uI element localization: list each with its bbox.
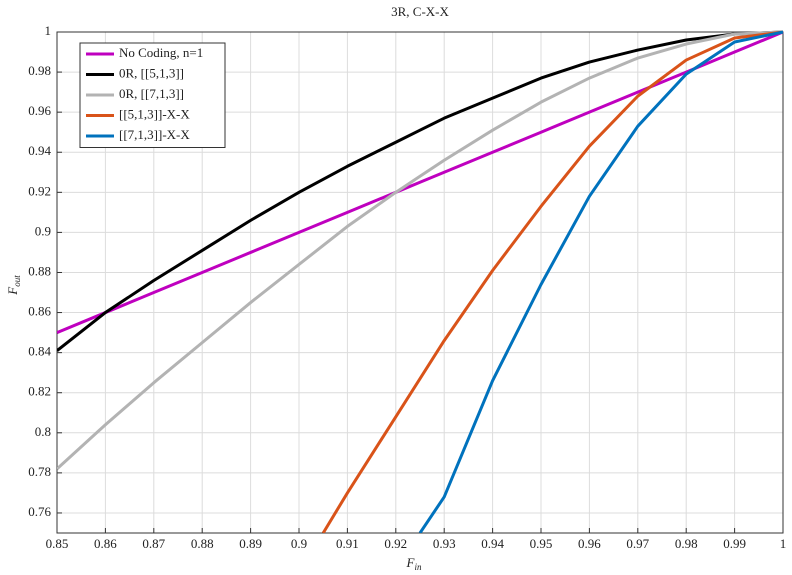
series-line: [321, 30, 784, 533]
y-tick-label: 0.76: [28, 504, 51, 519]
series-line: [57, 30, 784, 352]
x-axis-label-sub: in: [414, 562, 422, 572]
x-tick-label: 0.99: [723, 536, 746, 551]
y-tick-label: 0.84: [28, 344, 51, 359]
x-tick-label: 0.86: [94, 536, 117, 551]
y-tick-label: 0.78: [28, 464, 51, 479]
x-tick-label: 0.93: [433, 536, 456, 551]
x-tick-label: 0.88: [191, 536, 214, 551]
y-axis-label-main: F: [5, 286, 20, 296]
series-line: [57, 30, 784, 470]
x-tick-label: 0.95: [530, 536, 553, 551]
x-tick-label: 0.9: [291, 536, 307, 551]
x-tick-label: 0.85: [46, 536, 69, 551]
x-tick-label: 0.96: [578, 536, 601, 551]
y-axis-label: Fout: [5, 275, 22, 296]
x-tick-label: 0.87: [142, 536, 165, 551]
legend-label: No Coding, n=1: [119, 45, 203, 60]
chart-title: 3R, C-X-X: [391, 4, 449, 19]
y-axis-label-sub: out: [12, 275, 22, 287]
legend-label: 0R, [[7,1,3]]: [119, 86, 184, 101]
legend-label: [[5,1,3]]-X-X: [119, 106, 190, 121]
y-tick-label: 0.94: [28, 143, 51, 158]
y-tick-label: 0.9: [35, 223, 51, 238]
series-line: [418, 30, 784, 533]
y-tick-label: 0.98: [28, 63, 51, 78]
y-tick-label: 0.86: [28, 304, 51, 319]
y-tick-label: 0.92: [28, 183, 51, 198]
y-tick-label: 0.82: [28, 384, 51, 399]
y-tick-label: 0.96: [28, 103, 51, 118]
y-tick-label: 0.8: [35, 424, 51, 439]
y-tick-label: 1: [45, 23, 52, 38]
x-tick-label: 1: [780, 536, 787, 551]
x-tick-label: 0.91: [336, 536, 359, 551]
x-axis-label-main: F: [406, 555, 416, 570]
x-axis-label: Fin: [406, 555, 422, 572]
legend-label: [[7,1,3]]-X-X: [119, 127, 190, 142]
x-tick-label: 0.98: [675, 536, 698, 551]
x-tick-label: 0.89: [239, 536, 262, 551]
x-tick-label: 0.92: [384, 536, 407, 551]
legend-label: 0R, [[5,1,3]]: [119, 65, 184, 80]
x-tick-label: 0.94: [481, 536, 504, 551]
y-tick-label: 0.88: [28, 263, 51, 278]
x-tick-label: 0.97: [626, 536, 649, 551]
